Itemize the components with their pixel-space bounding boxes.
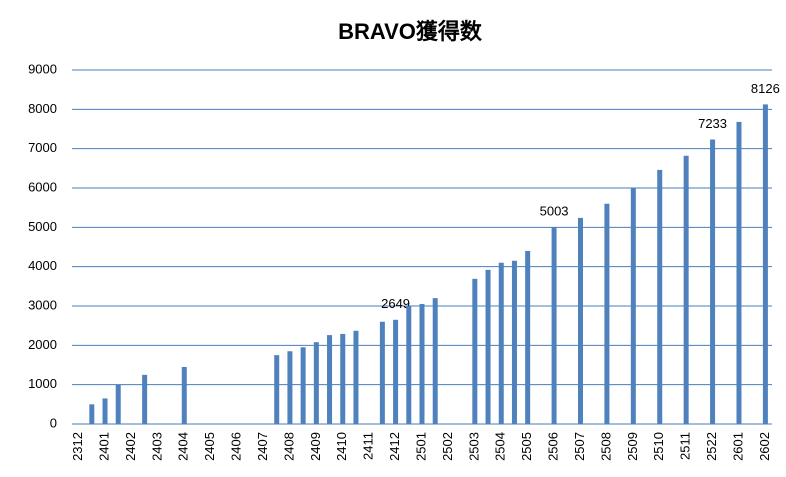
y-tick-label: 8000 xyxy=(28,101,57,116)
bar xyxy=(432,298,438,424)
x-tick-label: 2403 xyxy=(149,432,164,461)
bar xyxy=(300,347,306,424)
y-tick-label: 4000 xyxy=(28,258,57,273)
bar xyxy=(511,260,517,424)
x-tick-label: 2511 xyxy=(678,432,693,460)
y-tick-label: 0 xyxy=(50,415,57,430)
x-tick-label: 2312 xyxy=(70,432,85,461)
bar xyxy=(710,139,716,424)
bar xyxy=(379,321,385,424)
bar xyxy=(419,304,425,424)
bar xyxy=(485,269,491,424)
bar xyxy=(762,104,768,425)
x-tick-label: 2503 xyxy=(466,432,481,461)
y-tick-label: 6000 xyxy=(28,179,57,194)
x-tick-label: 2509 xyxy=(625,432,640,461)
bar xyxy=(630,188,636,424)
bar xyxy=(472,278,478,424)
x-tick-label: 2602 xyxy=(757,432,772,461)
x-tick-label: 2409 xyxy=(308,432,323,461)
x-tick-label: 2402 xyxy=(123,432,138,461)
x-tick-label: 2408 xyxy=(281,432,296,461)
x-tick-label: 2508 xyxy=(598,432,613,461)
value-label: 8126 xyxy=(751,81,780,96)
bar xyxy=(525,250,531,424)
bar xyxy=(327,335,333,424)
bar xyxy=(498,262,504,424)
y-tick-label: 1000 xyxy=(28,376,57,391)
value-label: 5003 xyxy=(540,204,569,219)
value-label: 2649 xyxy=(381,296,410,311)
bar xyxy=(340,333,346,424)
bar xyxy=(102,398,108,424)
bar xyxy=(604,203,610,424)
x-tick-label: 2505 xyxy=(519,432,534,461)
y-tick-label: 3000 xyxy=(28,297,57,312)
x-tick-label: 2401 xyxy=(96,432,111,461)
bar xyxy=(736,121,742,425)
x-tick-label: 2404 xyxy=(176,432,191,461)
bar xyxy=(683,155,689,424)
bar xyxy=(181,366,187,424)
bar xyxy=(89,404,95,424)
bar xyxy=(353,330,359,424)
x-tick-label: 2407 xyxy=(255,432,270,461)
bar xyxy=(142,374,148,424)
x-tick-label: 2507 xyxy=(572,432,587,461)
x-tick-label: 2411 xyxy=(361,432,376,460)
bar xyxy=(115,384,121,424)
bar xyxy=(313,342,319,424)
chart-title: BRAVO獲得数 xyxy=(338,19,483,44)
x-tick-label: 2412 xyxy=(387,432,402,461)
bar xyxy=(551,227,557,424)
bar xyxy=(657,169,663,424)
x-tick-label: 2405 xyxy=(202,432,217,461)
x-tick-label: 2410 xyxy=(334,432,349,461)
x-tick-label: 2510 xyxy=(651,432,666,461)
y-tick-label: 9000 xyxy=(28,61,57,76)
bar xyxy=(393,319,399,424)
value-label: 7233 xyxy=(698,116,727,131)
bar xyxy=(577,217,583,424)
y-tick-label: 7000 xyxy=(28,140,57,155)
y-tick-label: 5000 xyxy=(28,219,57,234)
bar xyxy=(274,355,280,424)
x-tick-label: 2601 xyxy=(730,432,745,461)
x-tick-label: 2504 xyxy=(493,432,508,461)
x-tick-label: 2506 xyxy=(546,432,561,461)
x-tick-label: 2501 xyxy=(413,432,428,461)
x-tick-label: 2522 xyxy=(704,432,719,461)
x-tick-label: 2406 xyxy=(229,432,244,461)
bar xyxy=(287,351,293,424)
y-tick-label: 2000 xyxy=(28,337,57,352)
bar xyxy=(406,306,412,424)
x-tick-label: 2502 xyxy=(440,432,455,461)
